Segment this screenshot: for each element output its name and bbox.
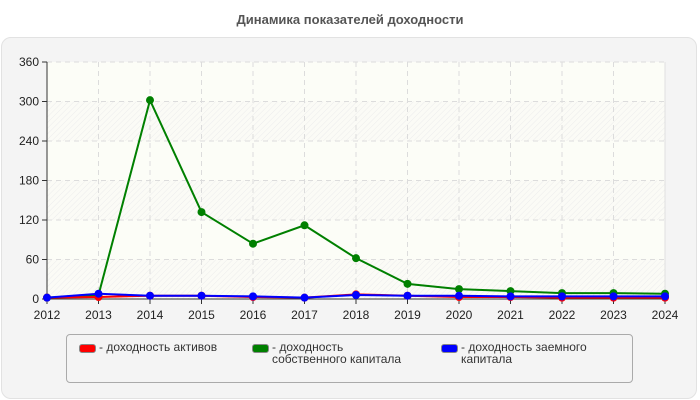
data-point [197,208,206,217]
data-point [661,292,669,301]
data-point [94,289,103,298]
data-point [403,279,412,288]
data-point [558,292,566,301]
x-tick-label: 2012 [34,308,61,322]
legend-swatch-blue [441,344,458,353]
x-tick-label: 2016 [240,308,267,322]
data-point [300,293,309,302]
x-tick-label: 2023 [600,308,627,322]
x-tick-label: 2021 [497,308,524,322]
y-tick-label: 240 [19,134,39,148]
x-tick-label: 2020 [446,308,473,322]
y-tick-label: 60 [26,253,40,267]
data-point [43,293,51,302]
x-tick-label: 2015 [188,308,215,322]
data-point [352,254,360,263]
data-point [146,291,154,300]
data-point [300,221,309,230]
x-tick-label: 2022 [549,308,576,322]
data-point [146,96,154,105]
x-tick-label: 2024 [652,308,679,322]
x-tick-label: 2013 [85,308,112,322]
legend-item-assets: - доходность активов [79,341,239,353]
y-tick-label: 0 [32,292,39,306]
legend-swatch-green [252,344,269,353]
data-point [506,292,515,301]
y-tick-label: 300 [19,95,39,109]
data-point [455,291,463,300]
legend-swatch-red [79,344,96,353]
legend-item-debt: - доходность заемного капитала [441,341,601,365]
data-point [352,291,360,300]
x-tick-label: 2017 [291,308,318,322]
data-point [609,292,618,301]
x-tick-label: 2018 [343,308,370,322]
legend: - доходность активов - доходность собств… [66,334,633,383]
y-tick-label: 120 [19,213,39,227]
data-point [249,292,257,301]
x-tick-label: 2014 [137,308,164,322]
data-point [403,291,412,300]
data-point [249,239,257,248]
x-tick-label: 2019 [394,308,421,322]
data-point [197,291,206,300]
y-tick-label: 180 [19,174,39,188]
data-point [455,285,463,294]
legend-item-equity: - доходность собственного капитала [252,341,417,365]
chart-title: Динамика показателей доходности [236,12,464,27]
y-tick-label: 360 [19,55,39,69]
